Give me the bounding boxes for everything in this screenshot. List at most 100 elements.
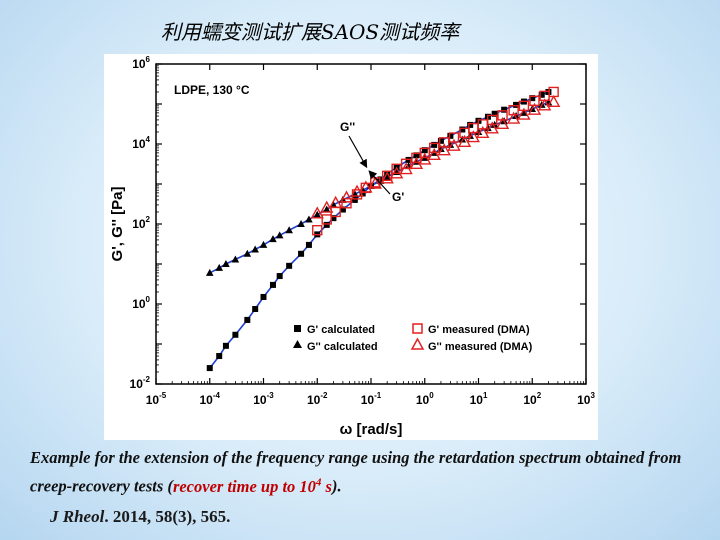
gpp-calc-point <box>512 112 520 120</box>
x-tick-label: 10-5 <box>146 391 167 407</box>
chart-panel: 10-5 10-4 10-3 10-2 10-1 100 101 102 103 10-2 100… <box>104 54 598 440</box>
y-tick-label: 10-2 <box>130 375 151 391</box>
figure-caption: Example for the extension of the frequen… <box>30 446 690 499</box>
gpp-calc-point <box>322 205 331 213</box>
gp-calc-point <box>206 365 213 372</box>
gp-calc-point <box>447 132 454 139</box>
gpp-meas-point <box>437 143 451 156</box>
x-tick-label: 10-1 <box>361 391 382 407</box>
gpp-calc-point <box>305 215 313 223</box>
gp-meas-point <box>448 132 460 143</box>
gp-calc-point <box>323 221 330 228</box>
gp-calc-point <box>529 95 536 102</box>
gpp-meas-point <box>380 171 394 184</box>
x-axis-label: ω [rad/s] <box>340 421 403 438</box>
legend-marker-gp-meas <box>412 323 423 334</box>
y-axis-label: G', G'' [Pa] <box>109 187 126 262</box>
gp-calc-point <box>538 91 545 98</box>
gp-meas-point <box>487 114 498 126</box>
gp-meas-point <box>400 158 412 169</box>
gpp-calc-point <box>251 245 259 253</box>
gp-calc-point <box>222 342 229 349</box>
x-tick-labels: 10-5 10-4 10-3 10-2 10-1 100 101 102 103 <box>146 391 596 407</box>
gpp-calc-point <box>243 249 252 257</box>
gp-calc-point <box>216 353 223 360</box>
gpp-meas-point <box>427 147 441 161</box>
gp-calc-point <box>298 250 305 257</box>
caption-text-1: Example for the extension of the frequen… <box>30 448 682 496</box>
gp-calc-point <box>269 281 276 288</box>
legend-marker-gpp-meas <box>410 337 425 350</box>
gpp-meas-point <box>506 111 521 124</box>
gpp-calc-point <box>313 210 322 218</box>
gp-calc-point <box>351 196 358 203</box>
y-tick-labels: 10-2 100 102 104 106 <box>130 55 151 391</box>
gp-calc-point <box>286 262 293 269</box>
gpp-meas-point <box>389 166 404 179</box>
x-tick-label: 10-4 <box>200 391 221 407</box>
gpp-meas-point <box>527 102 542 115</box>
gp-calc-point <box>305 241 312 248</box>
gpp-calc-point <box>269 235 277 243</box>
gp-meas-point <box>508 104 519 116</box>
legend-label-gpp-calc: G'' calculated <box>307 341 378 353</box>
gp-calc-point <box>431 141 438 148</box>
gpp-calc-point <box>222 260 230 267</box>
sample-annotation: LDPE, 130 °C <box>174 83 250 97</box>
gpp-meas-point <box>328 195 343 208</box>
gp-calc-point <box>421 147 428 154</box>
gpp-meas-point <box>359 180 373 193</box>
gpp-calc-point <box>297 220 305 227</box>
gpp-meas-point <box>485 121 499 134</box>
gpp-calc-point <box>520 108 528 116</box>
gpp-meas-point <box>546 94 561 108</box>
gpp-calc-point <box>275 231 284 239</box>
legend-label-gpp-meas: G'' measured (DMA) <box>428 341 533 353</box>
gp-arrow <box>368 170 391 195</box>
gp-calc-point <box>491 110 498 117</box>
legend-label-gp-calc: G' calculated <box>307 324 375 336</box>
gp-calc-point <box>513 101 520 108</box>
axis-ticks <box>155 63 587 385</box>
gp-calc-point <box>232 331 239 338</box>
data-points <box>205 86 561 372</box>
gp-annotation: G' <box>392 190 404 204</box>
caption-highlight: recover time up to 104 s <box>172 476 332 496</box>
legend-marker-gp-calc <box>294 325 301 332</box>
gp-calc-point <box>413 152 420 159</box>
journal-reference: J Rheol. 2014, 58(3), 565. <box>50 507 230 527</box>
gp-calc-point <box>252 305 259 312</box>
gp-calc-point <box>276 273 283 280</box>
gpp-meas-point <box>517 107 531 120</box>
y-tick-label: 106 <box>132 55 150 71</box>
legend: G' calculated G' measured (DMA) G'' calc… <box>293 323 533 353</box>
gpp-meas-point <box>310 206 324 219</box>
gpp-meas-point <box>466 130 480 143</box>
gpp-meas-point <box>350 184 364 197</box>
x-tick-label: 102 <box>523 391 541 407</box>
gp-calc-point <box>339 206 346 213</box>
gp-meas-point <box>497 110 508 121</box>
gpp-calc-point <box>215 263 224 271</box>
gp-meas-point <box>341 198 352 209</box>
gp-calc-point <box>437 137 444 144</box>
gpp-meas-point <box>418 152 432 165</box>
gpp-calc-point <box>383 172 391 180</box>
gpp-meas-point <box>537 98 552 111</box>
y-tick-label: 100 <box>132 295 150 311</box>
gpp-meas-point <box>447 138 461 151</box>
gpp-meas-point <box>495 116 510 130</box>
legend-label-gp-meas: G' measured (DMA) <box>428 324 530 336</box>
gpp-meas-point <box>399 162 413 175</box>
gp-calc-point <box>501 106 508 113</box>
journal-name: J Rheol <box>50 507 105 526</box>
x-tick-label: 101 <box>470 391 488 407</box>
gp-calc-point <box>359 190 366 197</box>
gpp-meas-point <box>476 125 490 139</box>
gp-meas-point <box>312 224 323 236</box>
gpp-calc-point <box>285 226 293 234</box>
slide-title: 利用蠕变测试扩展SAOS测试频率 <box>160 20 460 44</box>
gp-meas-point <box>438 137 450 148</box>
y-tick-label: 104 <box>132 135 150 151</box>
gp-meas-point <box>429 142 440 154</box>
